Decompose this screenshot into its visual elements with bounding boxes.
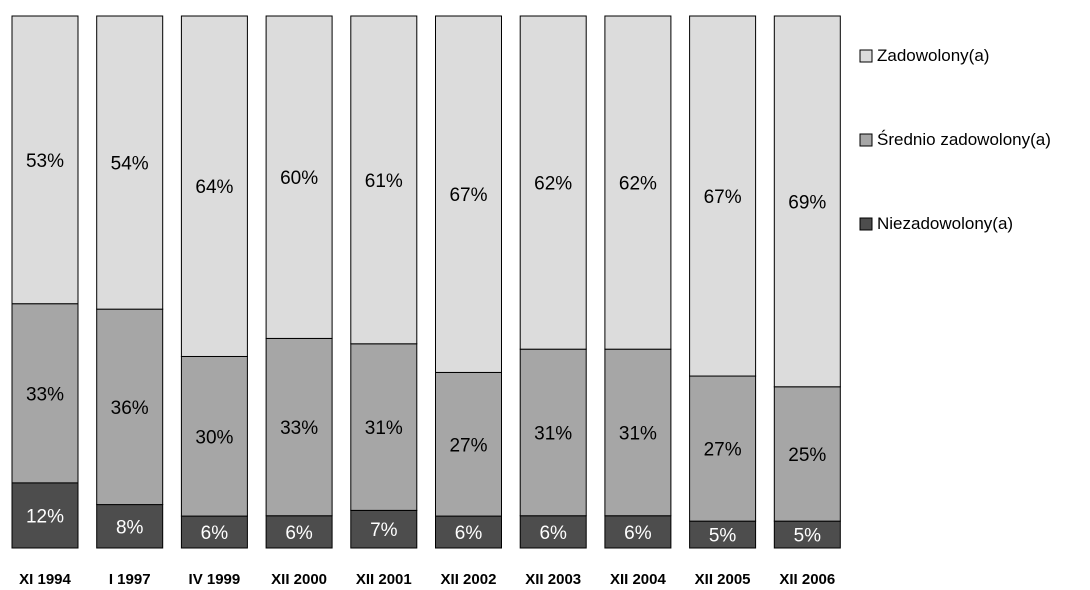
category-label-i-1997: I 1997: [109, 571, 151, 588]
bar-segment-rednio-zadowolony-a-xii-2005: [689, 375, 757, 522]
bar-segment-rednio-zadowolony-a-xii-2004: [604, 348, 672, 517]
data-label-rednio-zadowolony-a-iv-1999: 30%: [195, 427, 233, 448]
category-label-xii-2000: XII 2000: [271, 571, 327, 588]
category-labels: XI 1994 I 1997 IV 1999 XII 2000 XII 2001 XII …: [19, 571, 835, 588]
bar-segment-zadowolony-a-xii-2004: [604, 15, 672, 350]
category-label-xii-2003: XII 2003: [525, 571, 581, 588]
bar-segment-zadowolony-a-xii-2005: [689, 15, 757, 377]
legend-swatch-rednio-zadowolony-a: [859, 133, 873, 147]
category-label-xi-1994: XI 1994: [19, 571, 71, 588]
data-label-niezadowolony-a-xii-2002: 6%: [455, 523, 483, 544]
bar-segment-niezadowolony-a-xii-2002: [435, 515, 502, 549]
bar-segment-niezadowolony-a-iv-1999: [180, 515, 248, 549]
data-label-rednio-zadowolony-a-xii-2002: 27%: [449, 435, 487, 456]
data-label-rednio-zadowolony-a-xii-2000: 33%: [280, 418, 318, 439]
bar-segment-zadowolony-a-xii-2001: [350, 15, 418, 345]
bar-segment-rednio-zadowolony-a-xii-2002: [435, 371, 502, 517]
category-label-xii-2004: XII 2004: [610, 571, 667, 588]
bar-segment-zadowolony-a-xii-2002: [435, 15, 502, 373]
bar-segment-niezadowolony-a-xii-2005: [689, 520, 757, 549]
legend-label-niezadowolony-a: Niezadowolony(a): [877, 214, 1013, 233]
data-label-niezadowolony-a-xii-2001: 7%: [370, 520, 398, 541]
bar-segment-niezadowolony-a-xii-2001: [350, 509, 418, 549]
data-label-niezadowolony-a-i-1997: 8%: [116, 517, 144, 538]
bar-segment-zadowolony-a-xii-2000: [265, 15, 333, 339]
legend-label-rednio-zadowolony-a: Średnio zadowolony(a): [877, 130, 1051, 149]
bar-segment-rednio-zadowolony-a-i-1997: [96, 308, 164, 506]
data-label-rednio-zadowolony-a-i-1997: 36%: [111, 398, 149, 419]
data-label-zadowolony-a-i-1997: 54%: [111, 154, 149, 175]
data-label-rednio-zadowolony-a-xii-2004: 31%: [619, 423, 657, 444]
legend: Zadowolony(a) Średnio zadowolony(a) Niezad…: [859, 46, 1051, 233]
data-label-rednio-zadowolony-a-xii-2003: 31%: [534, 423, 572, 444]
data-label-rednio-zadowolony-a-xii-2006: 25%: [788, 445, 826, 466]
bar-segment-rednio-zadowolony-a-xii-2000: [265, 337, 333, 517]
data-label-niezadowolony-a-iv-1999: 6%: [201, 523, 229, 544]
bar-segment-zadowolony-a-i-1997: [96, 15, 164, 310]
bar-segment-rednio-zadowolony-a-xii-2003: [519, 348, 587, 517]
data-label-niezadowolony-a-xi-1994: 12%: [26, 506, 64, 527]
data-label-zadowolony-a-xii-2005: 67%: [704, 187, 742, 208]
data-label-zadowolony-a-xi-1994: 53%: [26, 151, 64, 172]
bar-segment-niezadowolony-a-xi-1994: [11, 482, 79, 549]
data-label-zadowolony-a-xii-2003: 62%: [534, 174, 572, 195]
data-label-zadowolony-a-xii-2000: 60%: [280, 168, 318, 189]
bar-segment-zadowolony-a-xii-2003: [519, 15, 587, 350]
bars-group: 12% 33% 53% 8% 36% 54% 6% 30% 64% 6% 33% 60% 7% 31% 61…: [11, 15, 841, 549]
data-label-niezadowolony-a-xii-2006: 5%: [794, 526, 822, 547]
data-label-niezadowolony-a-xii-2000: 6%: [285, 523, 313, 544]
legend-label-zadowolony-a: Zadowolony(a): [877, 46, 989, 65]
category-label-xii-2005: XII 2005: [695, 571, 751, 588]
bar-segment-rednio-zadowolony-a-xii-2006: [773, 386, 841, 522]
bar-segment-niezadowolony-a-xii-2000: [265, 515, 333, 549]
data-label-zadowolony-a-iv-1999: 64%: [195, 177, 233, 198]
data-label-zadowolony-a-xii-2004: 62%: [619, 174, 657, 195]
bar-segment-niezadowolony-a-i-1997: [96, 504, 164, 549]
bar-segment-zadowolony-a-iv-1999: [180, 15, 248, 357]
data-label-rednio-zadowolony-a-xii-2005: 27%: [704, 440, 742, 461]
legend-swatch-zadowolony-a: [859, 49, 873, 63]
category-label-xii-2001: XII 2001: [356, 571, 412, 588]
data-label-zadowolony-a-xii-2006: 69%: [788, 192, 826, 213]
data-label-niezadowolony-a-xii-2005: 5%: [709, 526, 737, 547]
category-label-iv-1999: IV 1999: [189, 571, 241, 588]
category-label-xii-2002: XII 2002: [441, 571, 497, 588]
data-label-niezadowolony-a-xii-2004: 6%: [624, 523, 652, 544]
data-label-rednio-zadowolony-a-xi-1994: 33%: [26, 384, 64, 405]
bar-segment-niezadowolony-a-xii-2003: [519, 515, 587, 549]
bar-segment-rednio-zadowolony-a-xi-1994: [11, 303, 79, 484]
category-label-xii-2006: XII 2006: [779, 571, 835, 588]
data-label-rednio-zadowolony-a-xii-2001: 31%: [365, 418, 403, 439]
bar-segment-zadowolony-a-xi-1994: [11, 15, 79, 305]
bar-segment-niezadowolony-a-xii-2006: [773, 520, 841, 549]
bar-segment-zadowolony-a-xii-2006: [773, 15, 841, 388]
data-label-zadowolony-a-xii-2002: 67%: [449, 185, 487, 206]
data-label-niezadowolony-a-xii-2003: 6%: [539, 523, 567, 544]
legend-swatch-niezadowolony-a: [859, 217, 873, 231]
bar-segment-rednio-zadowolony-a-iv-1999: [180, 355, 248, 517]
data-label-zadowolony-a-xii-2001: 61%: [365, 171, 403, 192]
